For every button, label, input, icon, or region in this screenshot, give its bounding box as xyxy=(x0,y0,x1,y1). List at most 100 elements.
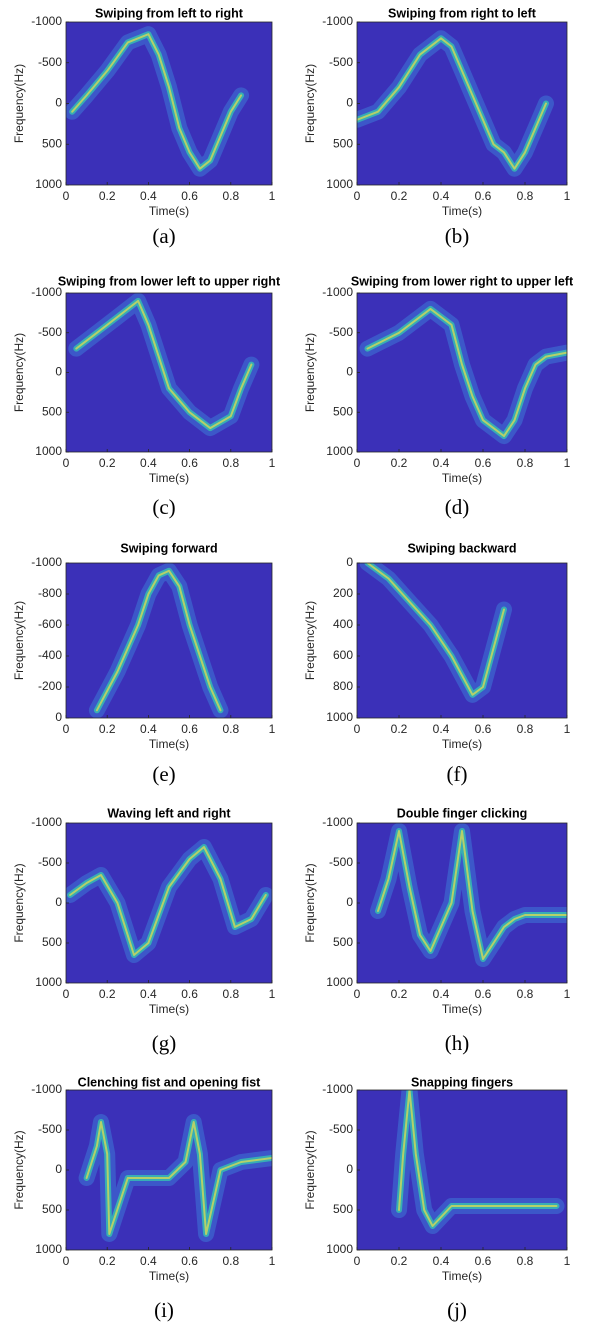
x-tick-label: 0.2 xyxy=(99,456,116,470)
y-tick-label: -1000 xyxy=(322,815,353,829)
x-tick-label: 0.4 xyxy=(140,189,157,203)
y-tick-label: -1000 xyxy=(31,815,62,829)
x-tick-label: 1 xyxy=(269,987,276,1001)
y-tick-label: -1000 xyxy=(31,1082,62,1096)
y-tick-label: 1000 xyxy=(326,1242,353,1256)
x-tick-label: 0 xyxy=(63,456,70,470)
y-tick-label: 500 xyxy=(333,1202,353,1216)
x-tick-label: 1 xyxy=(564,987,571,1001)
y-tick-label: 0 xyxy=(346,365,353,379)
x-tick-label: 0.8 xyxy=(222,189,239,203)
x-axis-label: Time(s) xyxy=(149,204,189,218)
x-tick-label: 0.6 xyxy=(181,722,198,736)
x-tick-label: 1 xyxy=(564,722,571,736)
chart-title: Swiping from left to right xyxy=(95,6,244,20)
x-tick-label: 0 xyxy=(354,456,361,470)
x-axis-label: Time(s) xyxy=(149,471,189,485)
x-tick-label: 0 xyxy=(63,189,70,203)
y-axis-label: Frequency(Hz) xyxy=(12,333,26,412)
x-tick-label: 0.2 xyxy=(99,1254,116,1268)
x-tick-label: 0.6 xyxy=(475,456,492,470)
y-axis-label: Frequency(Hz) xyxy=(303,601,317,680)
x-tick-label: 0.2 xyxy=(391,189,408,203)
chart-title: Snapping fingers xyxy=(411,1075,513,1089)
y-tick-label: 1000 xyxy=(35,444,62,458)
y-tick-label: 0 xyxy=(346,96,353,110)
trace-peak xyxy=(366,563,505,696)
y-tick-label: -500 xyxy=(38,325,62,339)
chart-title: Swiping from right to left xyxy=(388,6,537,20)
x-axis-label: Time(s) xyxy=(149,1002,189,1016)
trace-peak xyxy=(85,1121,272,1235)
x-tick-label: 0.6 xyxy=(181,456,198,470)
x-tick-label: 0.8 xyxy=(222,987,239,1001)
y-tick-label: 0 xyxy=(346,895,353,909)
caption: (a) xyxy=(152,224,175,248)
x-tick-label: 0 xyxy=(63,987,70,1001)
x-tick-label: 0.2 xyxy=(99,987,116,1001)
x-axis-label: Time(s) xyxy=(442,1002,482,1016)
x-tick-label: 0 xyxy=(63,1254,70,1268)
caption: (f) xyxy=(447,762,468,786)
y-axis-label: Frequency(Hz) xyxy=(12,64,26,143)
x-axis-label: Time(s) xyxy=(149,1269,189,1283)
y-tick-label: -500 xyxy=(329,55,353,69)
y-tick-label: -500 xyxy=(38,1122,62,1136)
y-tick-label: 1000 xyxy=(326,975,353,989)
y-tick-label: -1000 xyxy=(322,1082,353,1096)
caption: (d) xyxy=(445,495,470,519)
y-tick-label: 800 xyxy=(333,679,353,693)
x-tick-label: 0.2 xyxy=(391,1254,408,1268)
x-tick-label: 0.2 xyxy=(391,987,408,1001)
trace-peak xyxy=(377,830,567,960)
y-tick-label: 500 xyxy=(42,1202,62,1216)
trace-peak xyxy=(366,307,567,438)
plot-background xyxy=(357,1090,567,1250)
x-tick-label: 0.4 xyxy=(433,1254,450,1268)
y-tick-label: -1000 xyxy=(31,285,62,299)
y-tick-label: 500 xyxy=(42,404,62,418)
x-tick-label: 0.4 xyxy=(433,987,450,1001)
chart-title: Double finger clicking xyxy=(397,806,528,820)
x-tick-label: 1 xyxy=(564,1254,571,1268)
x-tick-label: 0 xyxy=(354,1254,361,1268)
x-tick-label: 0 xyxy=(354,189,361,203)
x-tick-label: 1 xyxy=(269,1254,276,1268)
y-tick-label: -500 xyxy=(329,325,353,339)
x-axis-label: Time(s) xyxy=(149,737,189,751)
y-tick-label: 500 xyxy=(333,136,353,150)
x-tick-label: 0.4 xyxy=(140,1254,157,1268)
x-tick-label: 1 xyxy=(269,722,276,736)
y-axis-label: Frequency(Hz) xyxy=(303,64,317,143)
x-tick-label: 1 xyxy=(269,456,276,470)
y-tick-label: 200 xyxy=(333,586,353,600)
y-tick-label: -200 xyxy=(38,679,62,693)
chart-title: Swiping backward xyxy=(407,541,516,555)
x-tick-label: 0.8 xyxy=(517,1254,534,1268)
plot-frame xyxy=(65,562,273,719)
x-axis-label: Time(s) xyxy=(442,737,482,751)
caption: (g) xyxy=(152,1031,177,1055)
plot-background xyxy=(357,563,567,718)
y-tick-label: 0 xyxy=(55,895,62,909)
y-tick-label: 1000 xyxy=(35,177,62,191)
y-tick-label: -1000 xyxy=(31,14,62,28)
plot-background xyxy=(66,563,272,718)
plot-frame xyxy=(356,562,568,719)
chart-title: Swiping forward xyxy=(120,541,217,555)
y-tick-label: -500 xyxy=(38,855,62,869)
trace-peak xyxy=(71,33,243,170)
x-tick-label: 0.8 xyxy=(222,722,239,736)
x-tick-label: 0.2 xyxy=(391,722,408,736)
trace-peak xyxy=(69,846,267,956)
y-tick-label: 0 xyxy=(55,96,62,110)
x-tick-label: 0.2 xyxy=(99,722,116,736)
x-axis-label: Time(s) xyxy=(442,471,482,485)
y-axis-label: Frequency(Hz) xyxy=(303,333,317,412)
caption: (j) xyxy=(447,1298,467,1322)
y-tick-label: 500 xyxy=(333,935,353,949)
y-tick-label: 0 xyxy=(346,1162,353,1176)
y-tick-label: 600 xyxy=(333,648,353,662)
y-tick-label: -1000 xyxy=(31,555,62,569)
